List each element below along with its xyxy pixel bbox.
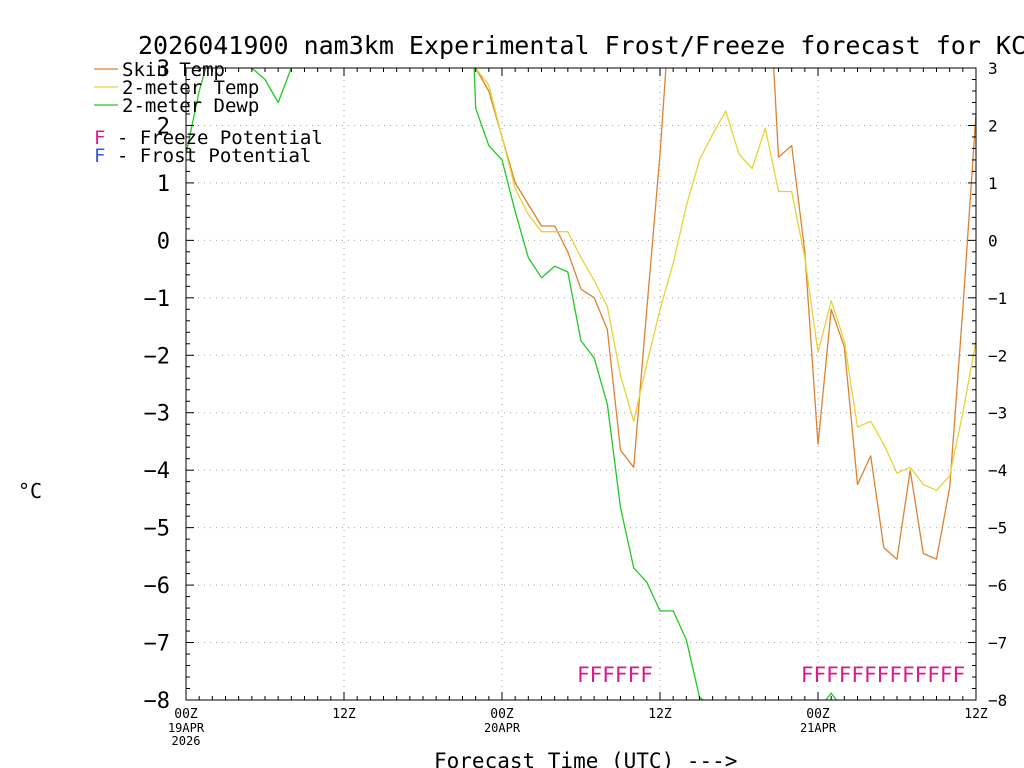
x-tick-label: 12Z <box>332 707 356 722</box>
freeze-potential-marker: FFFFFF <box>577 663 653 687</box>
x-tick-label: 12Z <box>648 707 672 722</box>
y-axis-label: °C <box>18 479 42 503</box>
y-tick-label-left: −1 <box>144 287 171 312</box>
y-tick-label-right: −8 <box>988 691 1007 710</box>
y-tick-label-right: −7 <box>988 634 1007 653</box>
x-tick-label: 00Z <box>806 707 830 722</box>
legend-frost-text: - Frost Potential <box>105 145 311 167</box>
y-tick-label-right: −4 <box>988 461 1007 480</box>
x-tick-label: 00Z <box>174 707 198 722</box>
legend-frost-letter: F <box>94 145 105 167</box>
legend-freeze-letter: F <box>94 127 105 149</box>
y-tick-label-left: 3 <box>157 57 170 82</box>
data-series <box>186 68 976 700</box>
freeze-potential-marker: FFFFFFFFFFFFF <box>801 663 965 687</box>
axis-ticks: −8 −8 −7 −7 −6 −6 −5 −5 −4 −4 −3 −3 −2 −2 −1 −1 0 0 1 1 2 2 3 3… <box>144 57 1008 748</box>
legend-label-dewp: 2-meter Dewp <box>122 95 259 117</box>
series-line-temp <box>475 68 976 491</box>
y-tick-label-left: −7 <box>144 632 171 657</box>
y-tick-label-left: 2 <box>157 114 170 139</box>
y-tick-label-left: −4 <box>144 459 171 484</box>
x-tick-label: 12Z <box>964 707 988 722</box>
y-tick-label-right: −2 <box>988 346 1007 365</box>
y-tick-label-right: −1 <box>988 289 1007 308</box>
y-tick-label-right: 3 <box>988 59 998 78</box>
series-line-dewp <box>186 68 293 155</box>
y-tick-label-left: 0 <box>157 229 170 254</box>
x-tick-label: 00Z <box>490 707 514 722</box>
series-line-dewp <box>473 68 704 700</box>
y-tick-label-right: 0 <box>988 231 998 250</box>
y-tick-label-left: −3 <box>144 402 171 427</box>
x-tick-date-label: 19APR <box>168 721 205 735</box>
legend-label-temp: 2-meter Temp <box>122 77 259 99</box>
series-line-dewp <box>825 692 837 700</box>
legend-freeze-text: - Freeze Potential <box>105 127 322 149</box>
y-tick-label-right: −3 <box>988 404 1007 423</box>
y-tick-label-left: −6 <box>144 574 171 599</box>
x-tick-date-label: 2026 <box>172 734 201 748</box>
x-tick-date-label: 21APR <box>800 721 837 735</box>
y-tick-label-left: −8 <box>144 689 171 714</box>
legend-freeze-potential: F - Freeze Potential <box>94 127 323 149</box>
legend-frost-potential: F - Frost Potential <box>94 145 311 167</box>
y-tick-label-right: −6 <box>988 576 1007 595</box>
y-tick-label-left: −2 <box>144 344 171 369</box>
legend-label-skin: Skin Temp <box>122 59 225 81</box>
y-tick-label-right: −5 <box>988 519 1007 538</box>
x-tick-date-label: 20APR <box>484 721 521 735</box>
y-tick-label-right: 2 <box>988 116 998 135</box>
potential-markers: FFFFFF FFFFFFFFFFFFF <box>577 663 965 687</box>
y-tick-label-left: 1 <box>157 172 170 197</box>
y-tick-label-right: 1 <box>988 174 998 193</box>
chart-title: 2026041900 nam3km Experimental Frost/Fre… <box>138 31 1024 60</box>
series-line-skin <box>773 68 976 560</box>
x-axis-label: Forecast Time (UTC) ---> <box>434 749 737 768</box>
y-tick-label-left: −5 <box>144 517 171 542</box>
